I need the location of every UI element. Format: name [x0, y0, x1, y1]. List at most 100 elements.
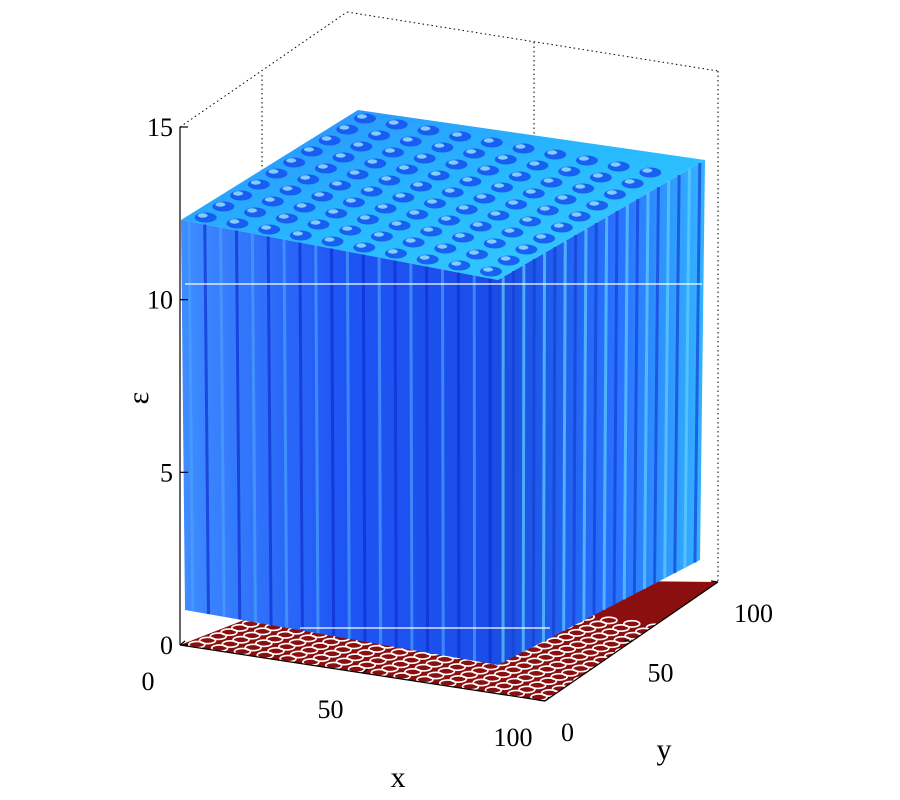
- floor-ring: [437, 667, 456, 676]
- floor-ring: [593, 656, 611, 665]
- surface-highlight: [483, 267, 493, 272]
- trough-stripe: [377, 257, 383, 645]
- floor-ring: [657, 631, 676, 640]
- floor-ring: [558, 644, 577, 653]
- surface-highlight: [458, 205, 469, 210]
- z-tick-label: 15: [147, 113, 173, 142]
- floor-ring: [581, 648, 599, 657]
- surface-highlight: [430, 171, 441, 176]
- floor-ring: [460, 670, 479, 679]
- x-tick-mark: [362, 668, 368, 674]
- floor-ring: [583, 672, 602, 681]
- surface-highlight: [589, 201, 600, 206]
- surface-highlight: [310, 220, 321, 225]
- floor-ring: [358, 660, 377, 669]
- y-tick-mark: [537, 699, 546, 702]
- surface-highlight: [292, 231, 303, 236]
- surface-highlight: [331, 181, 342, 186]
- floor-ring: [645, 623, 664, 632]
- surface-highlight: [494, 183, 505, 188]
- floor-ring: [404, 667, 422, 676]
- floor-ring: [289, 650, 308, 659]
- surface-highlight: [592, 173, 603, 178]
- box-edge-back-left-top: [179, 11, 348, 128]
- surface-peaks: [194, 113, 662, 277]
- surface-highlight: [373, 232, 384, 237]
- floor-ring: [648, 647, 667, 656]
- floor-ring: [322, 637, 340, 646]
- surface-highlight: [413, 182, 423, 187]
- trough-stripe: [531, 258, 536, 647]
- surface-highlight: [571, 212, 582, 217]
- surface-highlight: [529, 161, 540, 166]
- floor-ring: [402, 656, 421, 665]
- surface-highlight: [610, 162, 621, 167]
- floor-ring: [539, 677, 558, 686]
- floor-ring: [601, 628, 620, 637]
- floor-ring: [230, 623, 249, 632]
- floor-ring: [243, 631, 261, 640]
- surface-highlight: [356, 243, 367, 248]
- surface-highlight: [391, 221, 402, 226]
- trough-stripe: [663, 180, 671, 579]
- floor-ring: [381, 664, 399, 673]
- x-tick-mark: [179, 640, 186, 646]
- floor-ring: [616, 659, 634, 668]
- surface-highlight: [522, 217, 533, 222]
- surface-highlight: [486, 239, 497, 244]
- floor-ring: [334, 645, 352, 654]
- floor-ring: [691, 630, 710, 639]
- floor-ring: [515, 661, 534, 670]
- x-axis: 0 50 100 x: [142, 640, 551, 794]
- surface-highlight: [321, 136, 332, 141]
- floor-ring: [526, 657, 544, 666]
- surface-highlight: [624, 179, 635, 184]
- surface-highlight: [448, 160, 459, 165]
- floor-ring: [198, 636, 217, 645]
- floor-ring: [567, 628, 586, 637]
- surface-highlight: [286, 158, 297, 163]
- y-ticks: 0 50 100: [537, 580, 773, 747]
- surface-highlight: [547, 150, 558, 155]
- surface-highlight: [233, 191, 244, 196]
- floor-ring: [267, 646, 285, 655]
- surface-troughs: [187, 162, 702, 664]
- floor-ring: [323, 649, 342, 658]
- trough-stripe: [582, 228, 588, 621]
- surface-highlight: [385, 148, 395, 153]
- y-tick-label: 50: [648, 659, 674, 688]
- surface-front-left-face: [181, 220, 498, 665]
- trough-stripe: [361, 254, 367, 642]
- surface-highlight: [578, 156, 589, 161]
- surface-highlight: [377, 204, 388, 209]
- floor-ring: [625, 643, 644, 652]
- floor-ring: [626, 655, 645, 664]
- floor-ring: [592, 644, 610, 653]
- trough-stripe: [592, 222, 598, 616]
- surface-highlight: [423, 227, 434, 232]
- floor-ring: [527, 669, 546, 678]
- x-ticks: 0 50 100: [142, 640, 551, 752]
- surface-highlight: [303, 147, 314, 152]
- floor-ring: [277, 642, 296, 651]
- z-tick-label: 0: [160, 631, 173, 660]
- floor-ring: [680, 634, 699, 643]
- z-axis: 0 5 10 15 ε: [122, 113, 188, 660]
- floor-ring: [571, 664, 590, 673]
- surface-highlight: [452, 132, 463, 137]
- surface-highlight: [451, 261, 462, 266]
- floor-ring: [561, 668, 579, 677]
- floor-ring: [300, 646, 319, 655]
- y-tick-mark: [624, 639, 632, 643]
- surface-highlight: [416, 154, 427, 159]
- surface-highlight: [469, 250, 479, 255]
- surface-highlight: [642, 168, 653, 173]
- trough-stripe: [602, 216, 609, 610]
- floor-ring: [550, 672, 568, 681]
- surface-highlight: [328, 209, 339, 214]
- trough-stripe: [521, 264, 526, 652]
- trough-stripe: [632, 198, 640, 595]
- floor-ring: [379, 652, 398, 661]
- floor-ring: [538, 665, 556, 674]
